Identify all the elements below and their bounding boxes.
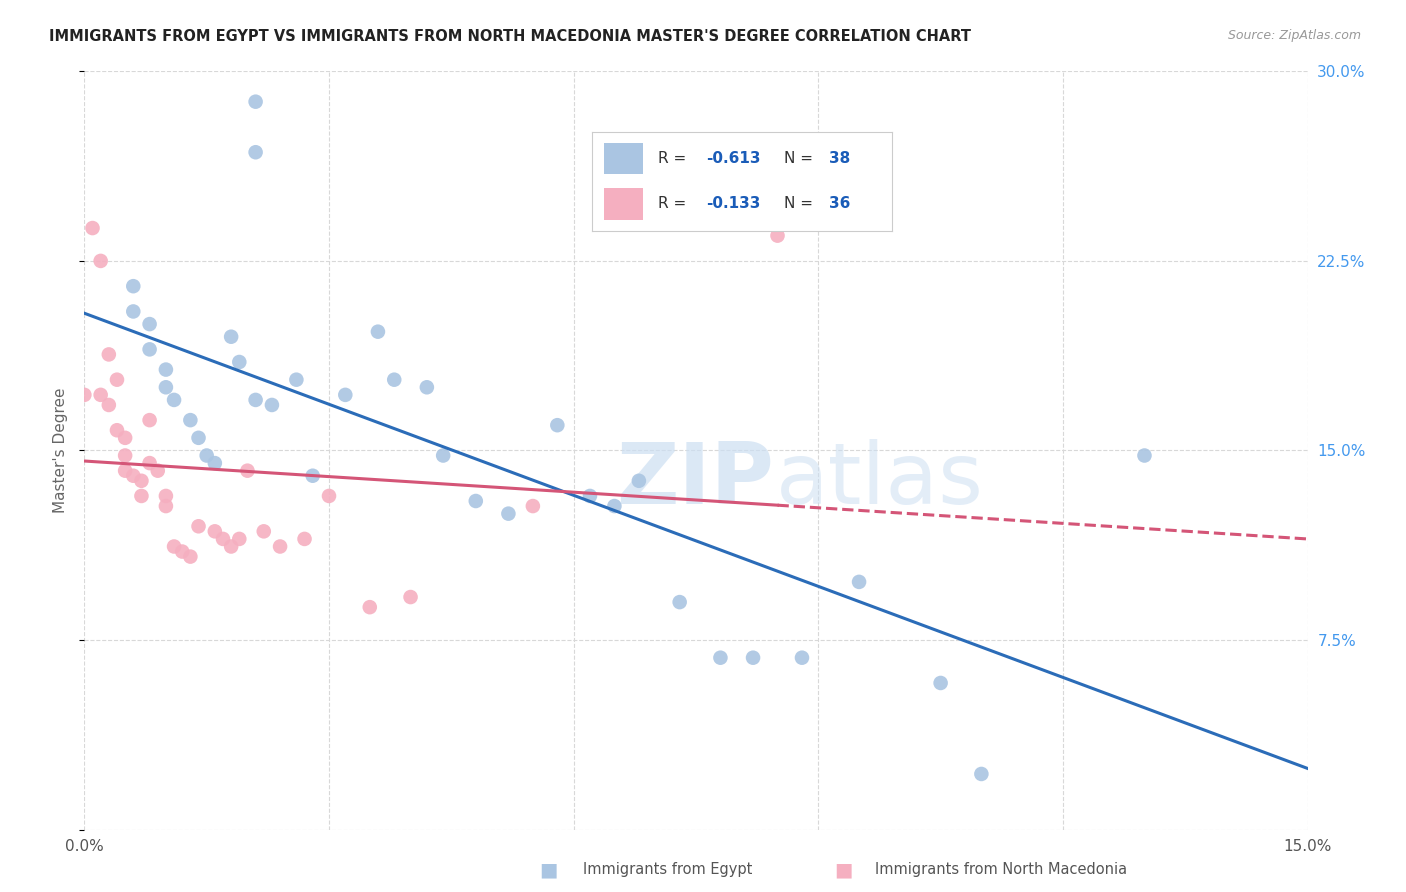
- Point: [709, 650, 731, 665]
- Point: [382, 373, 405, 387]
- Point: [138, 456, 160, 470]
- Point: [114, 464, 136, 478]
- Point: [269, 540, 291, 554]
- Text: atlas: atlas: [776, 439, 983, 523]
- Point: [179, 549, 201, 564]
- Point: [294, 532, 316, 546]
- Point: [97, 398, 120, 412]
- Point: [204, 524, 226, 539]
- Point: [187, 431, 209, 445]
- Point: [82, 221, 104, 235]
- Point: [155, 499, 177, 513]
- Point: [970, 767, 993, 781]
- Point: [668, 595, 690, 609]
- Point: [138, 343, 160, 357]
- Point: [163, 392, 186, 407]
- Point: [245, 95, 267, 109]
- Point: [155, 362, 177, 376]
- Point: [114, 431, 136, 445]
- Point: [187, 519, 209, 533]
- Point: [260, 398, 283, 412]
- Point: [138, 413, 160, 427]
- Point: [163, 540, 186, 554]
- Point: [253, 524, 276, 539]
- Point: [155, 489, 177, 503]
- Point: [522, 499, 544, 513]
- Point: [929, 676, 952, 690]
- Point: [627, 474, 650, 488]
- Point: [212, 532, 235, 546]
- Point: [245, 392, 267, 407]
- Point: [219, 330, 242, 344]
- Point: [285, 373, 308, 387]
- Text: Source: ZipAtlas.com: Source: ZipAtlas.com: [1227, 29, 1361, 43]
- Point: [498, 507, 520, 521]
- Point: [73, 388, 96, 402]
- Point: [416, 380, 439, 394]
- Point: [579, 489, 602, 503]
- Point: [90, 388, 112, 402]
- Point: [105, 423, 128, 437]
- Point: [131, 489, 153, 503]
- Point: [766, 228, 789, 243]
- Y-axis label: Master's Degree: Master's Degree: [52, 388, 67, 513]
- Point: [790, 650, 813, 665]
- Point: [603, 499, 626, 513]
- Point: [1133, 449, 1156, 463]
- Point: [138, 317, 160, 331]
- Point: [122, 279, 145, 293]
- Point: [114, 449, 136, 463]
- Text: ■: ■: [538, 860, 558, 880]
- Point: [228, 355, 250, 369]
- Point: [301, 468, 323, 483]
- Point: [546, 418, 568, 433]
- Point: [105, 373, 128, 387]
- Text: ZIP: ZIP: [616, 439, 775, 523]
- Point: [236, 464, 259, 478]
- Text: Immigrants from North Macedonia: Immigrants from North Macedonia: [875, 863, 1126, 877]
- Point: [131, 474, 153, 488]
- Text: IMMIGRANTS FROM EGYPT VS IMMIGRANTS FROM NORTH MACEDONIA MASTER'S DEGREE CORRELA: IMMIGRANTS FROM EGYPT VS IMMIGRANTS FROM…: [49, 29, 972, 45]
- Point: [172, 544, 194, 558]
- Point: [464, 494, 486, 508]
- Point: [122, 468, 145, 483]
- Point: [335, 388, 357, 402]
- Point: [848, 574, 870, 589]
- Point: [219, 540, 242, 554]
- Point: [742, 650, 765, 665]
- Point: [90, 253, 112, 268]
- Point: [122, 304, 145, 318]
- Point: [359, 600, 381, 615]
- Text: ■: ■: [834, 860, 853, 880]
- Point: [318, 489, 340, 503]
- Point: [97, 347, 120, 361]
- Point: [155, 380, 177, 394]
- Point: [245, 145, 267, 160]
- Point: [204, 456, 226, 470]
- Point: [432, 449, 454, 463]
- Text: Immigrants from Egypt: Immigrants from Egypt: [583, 863, 752, 877]
- Point: [228, 532, 250, 546]
- Point: [146, 464, 169, 478]
- Point: [195, 449, 218, 463]
- Point: [399, 590, 422, 604]
- Point: [367, 325, 389, 339]
- Point: [179, 413, 201, 427]
